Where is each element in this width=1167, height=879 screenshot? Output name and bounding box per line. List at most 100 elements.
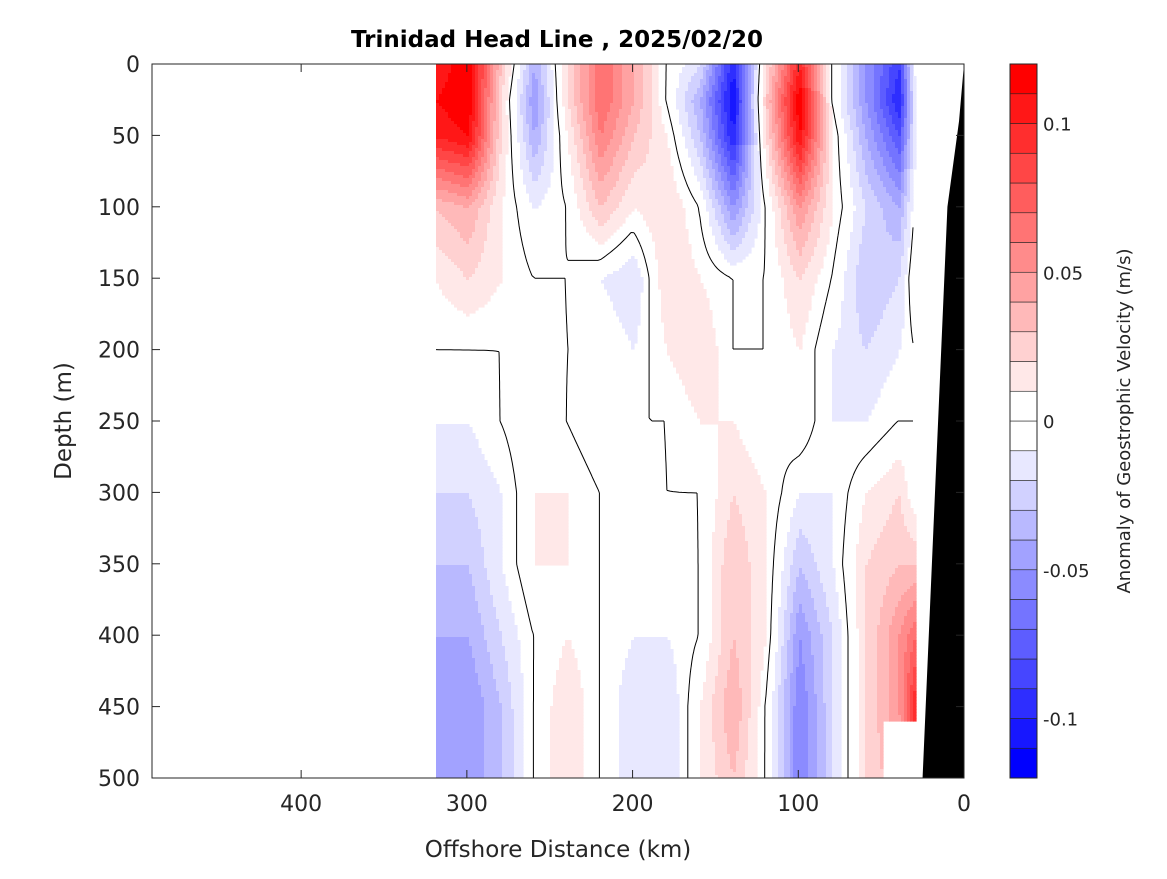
contour-cell [724, 100, 731, 104]
contour-cell [829, 157, 833, 161]
contour-cell [607, 199, 623, 203]
contour-cell [814, 145, 821, 149]
contour-cell [844, 271, 857, 275]
contour-cell [802, 133, 809, 137]
contour-cell [469, 637, 485, 641]
contour-cell [589, 142, 596, 146]
contour-cell [745, 148, 749, 152]
contour-cell [754, 106, 758, 110]
contour-cell [580, 217, 596, 221]
contour-cell [778, 67, 785, 71]
contour-cell [778, 109, 782, 113]
contour-cell [436, 238, 464, 242]
contour-cell [481, 94, 485, 98]
contour-cell [775, 136, 779, 140]
contour-cell [727, 193, 740, 197]
contour-cell [745, 79, 749, 83]
contour-cell [613, 304, 641, 308]
contour-cell [910, 199, 914, 203]
contour-cell [865, 577, 890, 581]
contour-cell [523, 130, 530, 134]
contour-cell [472, 94, 476, 98]
contour-cell [748, 223, 758, 227]
contour-cell [862, 340, 872, 344]
contour-cell [502, 148, 509, 152]
contour-cell [475, 133, 482, 137]
contour-cell [472, 652, 491, 656]
contour-cell [517, 82, 524, 86]
contour-cell [709, 67, 713, 71]
contour-cell [472, 274, 503, 278]
contour-cell [475, 661, 491, 665]
contour-cell [703, 73, 707, 77]
contour-cell [808, 130, 812, 134]
contour-cell [730, 229, 740, 233]
contour-cell [856, 586, 866, 590]
contour-cell [763, 94, 767, 98]
contour-cell [631, 106, 644, 110]
contour-cell [874, 166, 887, 170]
contour-cell [592, 214, 611, 218]
contour-cell [787, 247, 797, 251]
contour-cell [832, 622, 842, 626]
contour-cell [634, 103, 644, 107]
contour-cell [463, 205, 470, 209]
contour-cell [484, 556, 503, 560]
contour-cell [520, 97, 527, 101]
contour-cell [898, 115, 902, 119]
contour-cell [748, 106, 752, 110]
contour-cell [499, 85, 503, 89]
contour-cell [631, 145, 650, 149]
contour-cell [781, 658, 788, 662]
contour-cell [589, 232, 614, 236]
contour-cell [589, 139, 596, 143]
contour-cell [742, 103, 746, 107]
contour-cell [742, 130, 746, 134]
contour-cell [874, 136, 884, 140]
contour-cell [436, 244, 485, 248]
contour-cell [436, 634, 485, 638]
contour-cell [775, 106, 779, 110]
contour-cell [721, 586, 752, 590]
contour-cell [895, 613, 908, 617]
contour-cell [508, 661, 521, 665]
contour-cell [793, 91, 800, 95]
contour-cell [712, 622, 722, 626]
contour-cell [787, 595, 794, 599]
contour-cell [817, 85, 821, 89]
contour-cell [469, 565, 485, 569]
contour-cell [901, 172, 905, 176]
contour-cell [772, 85, 776, 89]
contour-cell [790, 682, 797, 686]
contour-cell [802, 202, 812, 206]
contour-cell [901, 196, 905, 200]
contour-cell [472, 172, 476, 176]
contour-cell [913, 97, 917, 101]
contour-cell [436, 172, 455, 176]
contour-cell [784, 76, 791, 80]
contour-cell [484, 559, 503, 563]
contour-cell [823, 163, 830, 167]
contour-cell [526, 145, 533, 149]
contour-cell [856, 121, 863, 125]
contour-cell [898, 685, 905, 689]
contour-cell [802, 649, 812, 653]
contour-cell [910, 163, 914, 167]
contour-cell [826, 97, 830, 101]
contour-cell [526, 106, 533, 110]
contour-cell [802, 190, 809, 194]
contour-cell [535, 547, 569, 551]
contour-cell [727, 223, 743, 227]
contour-cell [580, 172, 590, 176]
contour-cell [502, 94, 509, 98]
contour-cell [829, 118, 833, 122]
contour-cell [574, 88, 581, 92]
contour-cell [604, 154, 617, 158]
contour-cell [796, 538, 809, 542]
contour-cell [808, 538, 833, 542]
contour-cell [877, 148, 887, 152]
contour-cell [772, 91, 776, 95]
contour-cell [664, 334, 716, 338]
contour-cell [811, 550, 833, 554]
contour-cell [631, 109, 641, 113]
